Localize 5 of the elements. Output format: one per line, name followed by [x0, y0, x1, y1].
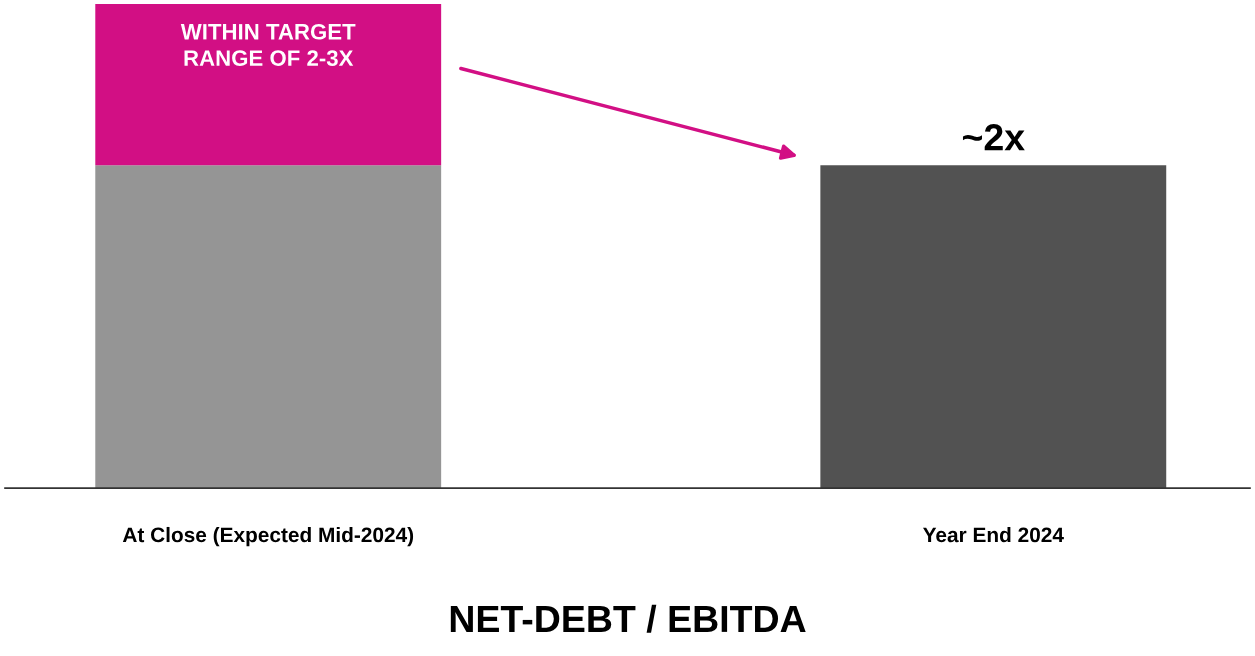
x-tick-label: At Close (Expected Mid-2024)	[122, 526, 414, 547]
x-axis-title: NET-DEBT / EBITDA	[450, 604, 806, 633]
data-label: ~2x	[962, 124, 1025, 151]
x-tick-label: Year End 2024	[923, 526, 1064, 543]
data-label: WITHIN TARGET RANGE OF 2-3X	[180, 23, 356, 67]
